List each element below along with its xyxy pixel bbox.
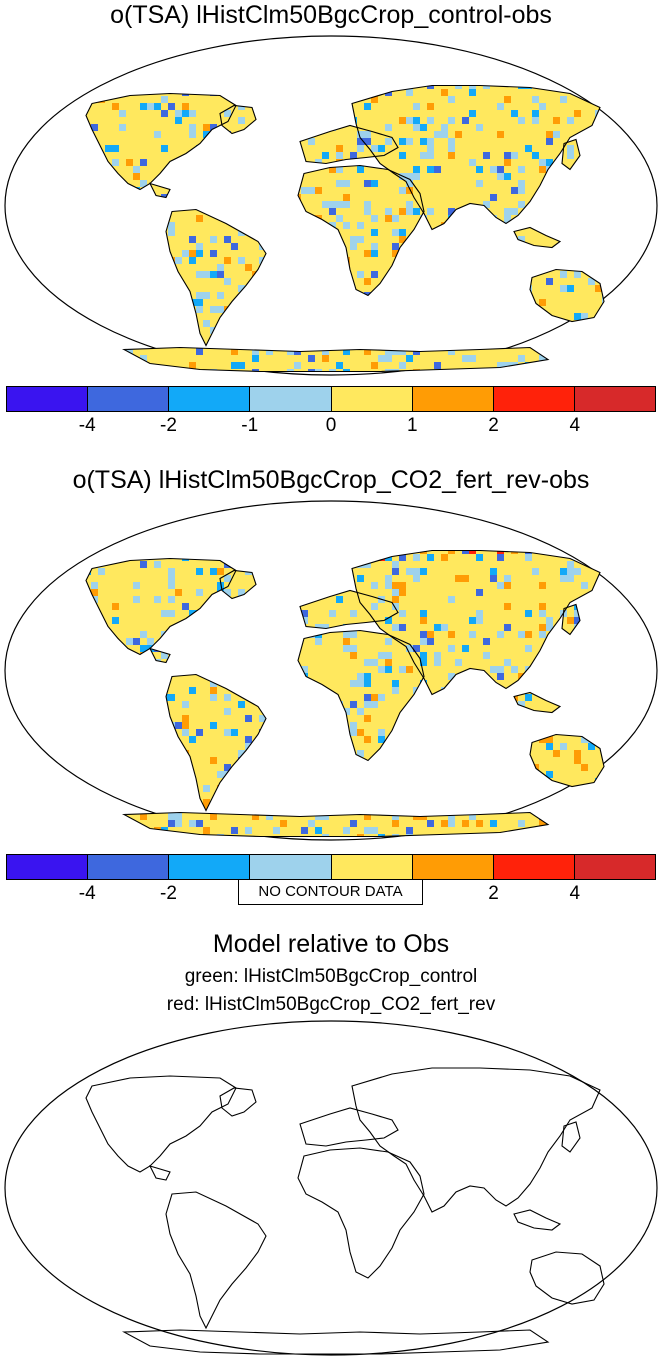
coastline [529, 1251, 605, 1305]
coastline [529, 733, 605, 788]
coastline [85, 1075, 237, 1173]
coastline [513, 691, 562, 714]
coastline [513, 226, 562, 249]
coastline [299, 1107, 399, 1147]
colorbar-swatch-6 [493, 386, 575, 412]
colorbar-swatch-7 [574, 854, 656, 880]
colorbar-swatch-5 [412, 854, 494, 880]
coastline [121, 811, 550, 838]
coastline [351, 1067, 601, 1213]
coastline [219, 1087, 257, 1117]
bottom-panel-map [4, 1020, 658, 1356]
colorbar-swatch-7 [574, 386, 656, 412]
panel-1-colorbar-ticks: -4 -2 -1 0 1 2 4 [6, 415, 656, 439]
colorbar-tick-label: 0 [325, 415, 337, 436]
coastline [299, 589, 399, 630]
colorbar-swatch-1 [88, 854, 170, 880]
colorbar-swatch-0 [6, 386, 89, 412]
coastline [121, 1329, 550, 1355]
colorbar-tick-label: 2 [488, 883, 499, 904]
coastline [85, 92, 237, 191]
colorbar-tick-label: -4 [78, 883, 96, 904]
colorbar-swatch-3 [250, 854, 332, 880]
coastline [165, 673, 267, 812]
colorbar-tick-label: -2 [160, 883, 177, 904]
legend-green-label: green: lHistClm50BgcCrop_control [184, 966, 478, 987]
colorbar-swatch-4 [331, 386, 413, 412]
panel-1-map [4, 35, 658, 376]
coastline [561, 603, 581, 636]
coastline [148, 647, 171, 664]
colorbar-tick-label: 2 [488, 415, 499, 436]
colorbar-swatch-0 [6, 854, 89, 880]
colorbar-swatch-2 [169, 854, 251, 880]
panel-2-colorbar [6, 854, 656, 880]
coastline [351, 549, 601, 696]
colorbar-tick-label: 4 [569, 883, 581, 904]
panel-2-map [4, 500, 658, 841]
panel-1-colorbar [6, 386, 656, 412]
coastline [219, 104, 257, 135]
colorbar-swatch-5 [412, 386, 494, 412]
coastline [148, 182, 171, 199]
no-contour-data-label: NO CONTOUR DATA [238, 879, 423, 905]
panel-1-title: o(TSA) lHistClm50BgcCrop_control-obs [110, 1, 552, 29]
coastline [561, 1121, 581, 1153]
coastline [85, 557, 237, 656]
colorbar-swatch-1 [88, 386, 170, 412]
globe-outline [4, 1020, 658, 1356]
colorbar-swatch-2 [169, 386, 251, 412]
colorbar-swatch-4 [331, 854, 413, 880]
coastline [299, 124, 399, 165]
legend-red-label: red: lHistClm50BgcCrop_CO2_fert_rev [166, 994, 496, 1015]
coastline [165, 1191, 267, 1330]
coastline [513, 1209, 562, 1231]
panel-2-title: o(TSA) lHistClm50BgcCrop_CO2_fert_rev-ob… [72, 466, 590, 494]
coastline [529, 268, 605, 323]
coastline [561, 138, 581, 171]
coastline [219, 569, 257, 600]
bottom-panel-title: Model relative to Obs [212, 930, 450, 958]
coastline [351, 84, 601, 231]
colorbar-tick-label: -2 [160, 415, 177, 436]
colorbar-swatch-3 [250, 386, 332, 412]
colorbar-tick-label: 4 [569, 415, 581, 436]
colorbar-tick-label: -1 [241, 415, 259, 436]
colorbar-tick-label: 1 [406, 415, 418, 436]
colorbar-swatch-6 [493, 854, 575, 880]
coastline [121, 346, 550, 373]
coastline [148, 1165, 171, 1181]
colorbar-tick-label: -4 [78, 415, 96, 436]
coastline [165, 208, 267, 347]
